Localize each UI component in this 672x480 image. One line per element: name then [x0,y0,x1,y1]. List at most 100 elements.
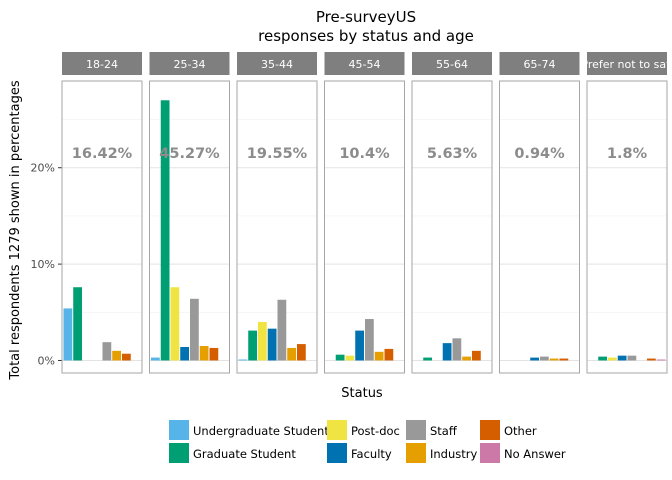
bar [559,358,569,361]
bar [209,347,219,361]
facet-strip-label: 45-54 [349,58,381,71]
bar [267,328,277,361]
bar [656,359,666,361]
chart-title: Pre-surveyUS [316,8,416,26]
panel-border [586,80,668,374]
panel-border [149,80,230,374]
legend-key [327,443,347,463]
bar [471,350,481,361]
bar [160,100,170,361]
legend-label: Other [504,424,537,438]
legend-label: No Answer [504,447,566,461]
bar [345,355,355,361]
panel-percentage-label: 1.8% [607,146,648,162]
panel-border [411,80,493,374]
panel-percentage-label: 45.27% [159,146,220,162]
legend-key [169,443,189,463]
bar [530,357,540,361]
bar [180,346,190,361]
legend-item: Faculty [327,443,392,463]
facet-panel: 35-44 19.55% [236,52,318,374]
legend-item: Other [480,420,537,440]
bar [646,358,656,361]
bar [112,350,122,361]
legend-label: Graduate Student [193,447,296,461]
bar [617,355,627,361]
legend-item: Post-doc [327,420,400,440]
panel-border [324,80,405,374]
legend-label: Industry [430,447,477,461]
bar [355,330,365,361]
y-axis-title: Total respondents 1279 shown in percenta… [8,80,23,380]
bar [277,299,287,361]
legend-label: Undergraduate Student [193,424,329,438]
facet-strip-label: 55-64 [436,58,468,71]
chart-subtitle: responses by status and age [258,27,474,45]
bar [598,356,608,361]
bar [549,358,559,361]
panel-percentage-label: 10.4% [339,146,390,162]
bar [257,321,267,361]
legend-item: Staff [406,420,458,440]
bar [150,357,160,361]
panel-percentage-label: 0.94% [514,146,565,162]
bar [627,355,637,361]
bar [73,287,83,361]
facet-strip [499,52,580,75]
facet-strip-label: 65-74 [524,58,556,71]
legend-key [480,443,500,463]
legend-item: Undergraduate Student [169,420,329,440]
facet-panels: 18-24 16.42% 25-34 45.27% 35-44 19.55% 45-54 10… [61,52,672,374]
bar [121,353,131,361]
bar [374,351,384,361]
y-tick-label: 0% [38,354,55,367]
bar [189,298,199,361]
bar [63,308,73,361]
facet-strip [587,52,667,75]
facet-strip [237,52,317,75]
bar [238,359,248,361]
facet-strip [62,52,142,75]
bar [384,348,394,361]
legend-key [327,420,347,440]
bar [248,330,258,361]
facet-panel: Prefer not to say 1.8% [581,52,672,374]
facet-strip-label: Prefer not to say [581,58,672,71]
facet-panel: 65-74 0.94% [499,52,580,374]
facet-panel: 45-54 10.4% [324,52,405,374]
facet-panel: 55-64 5.63% [411,52,493,374]
bar [423,357,433,361]
legend-label: Post-doc [351,424,400,438]
facet-strip [412,52,492,75]
bar [296,344,306,361]
legend-label: Staff [430,424,458,438]
facet-panel: 18-24 16.42% [61,52,143,374]
legend: Undergraduate Student Graduate Student Pos… [169,420,566,463]
panel-percentage-label: 16.42% [72,146,133,162]
panel-background [499,81,580,373]
legend-label: Faculty [351,447,392,461]
bar [102,342,112,361]
panel-background [237,81,317,373]
facet-strip-label: 35-44 [261,58,293,71]
bar [199,346,209,361]
panel-border [236,80,318,374]
facet-strip [149,52,230,75]
panel-percentage-label: 5.63% [427,146,478,162]
panel-border [499,80,580,374]
bar [335,354,345,361]
facet-strip-label: 18-24 [86,58,118,71]
legend-item: Graduate Student [169,443,296,463]
panel-background [324,81,405,373]
bar [607,357,617,361]
facet-panel: 25-34 45.27% [149,52,230,374]
facet-strip [324,52,405,75]
y-tick-label: 10% [31,258,55,271]
y-tick-label: 20% [31,162,55,175]
panel-background [412,81,492,373]
bar [170,287,180,361]
legend-key [480,420,500,440]
legend-key [169,420,189,440]
bar [462,356,472,361]
